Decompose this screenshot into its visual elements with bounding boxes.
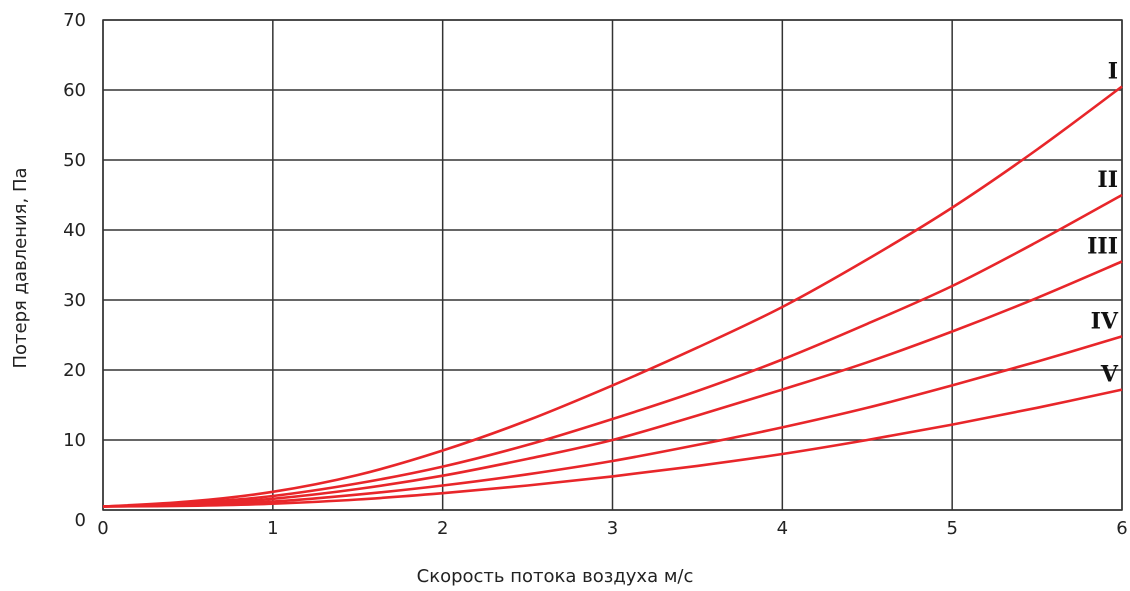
series-line-V xyxy=(102,388,1123,508)
y-tick-label: 70 xyxy=(63,10,86,31)
series-line-III xyxy=(102,260,1123,508)
curves xyxy=(102,85,1123,508)
x-tick-label: 0 xyxy=(97,518,108,539)
series-label-IV: IV xyxy=(1091,308,1119,334)
x-tick-label: 6 xyxy=(1116,518,1127,539)
series-label-II: II xyxy=(1097,167,1118,193)
series-line-I xyxy=(102,85,1123,508)
y-axis-title: Потеря давления, Па xyxy=(10,167,31,368)
series-label-V: V xyxy=(1100,362,1119,388)
series-line-IV xyxy=(102,335,1123,508)
plot-frame xyxy=(102,19,1123,511)
y-tick-label: 40 xyxy=(63,220,86,241)
y-tick-label: 10 xyxy=(63,430,86,451)
x-tick-label: 2 xyxy=(437,518,448,539)
y-tick-label: 30 xyxy=(63,290,86,311)
series-label-III: III xyxy=(1087,234,1118,260)
x-tick-label: 3 xyxy=(607,518,618,539)
x-axis-title: Скорость потока воздуха м/с xyxy=(417,566,694,587)
series-label-I: I xyxy=(1108,59,1118,85)
x-tick-label: 1 xyxy=(267,518,278,539)
x-tick-label: 5 xyxy=(946,518,957,539)
y-tick-label: 60 xyxy=(63,80,86,101)
grid xyxy=(102,19,1123,511)
x-tick-labels: 0 1 2 3 4 5 6 xyxy=(97,518,1127,539)
series-line-II xyxy=(102,193,1123,508)
y-tick-label: 20 xyxy=(63,360,86,381)
y-tick-label: 0 xyxy=(75,510,86,531)
y-tick-labels: 0 10 20 30 40 50 60 70 xyxy=(63,10,86,531)
x-tick-label: 4 xyxy=(777,518,788,539)
y-tick-label: 50 xyxy=(63,150,86,171)
